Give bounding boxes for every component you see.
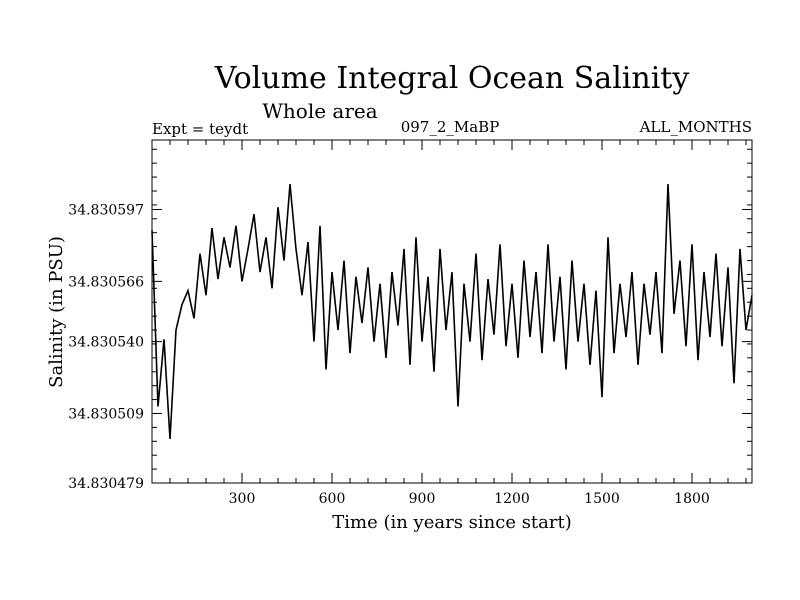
y-axis-label: Salinity (in PSU) bbox=[46, 236, 67, 388]
y-tick-label: 34.830509 bbox=[68, 406, 144, 422]
chart-title: Volume Integral Ocean Salinity bbox=[214, 61, 690, 96]
y-axis: 34.830479 34.830509 34.830540 34.830566 34.8… bbox=[68, 148, 752, 492]
plot-frame bbox=[151, 139, 753, 484]
y-tick-label: 34.830597 bbox=[68, 203, 144, 219]
x-tick-label: 1800 bbox=[674, 491, 710, 507]
salinity-series-line bbox=[151, 183, 753, 440]
x-tick-label: 600 bbox=[319, 491, 346, 507]
x-axis: 300 600 900 1200 1500 1800 bbox=[169, 140, 747, 507]
annotation-run: 097_2_MaBP bbox=[401, 118, 500, 136]
x-tick-label: 300 bbox=[229, 491, 256, 507]
annotation-expt: Expt = teydt bbox=[152, 120, 248, 138]
chart-subtitle: Whole area bbox=[262, 99, 377, 123]
y-tick-label: 34.830566 bbox=[68, 274, 144, 290]
x-tick-label: 900 bbox=[409, 491, 436, 507]
x-axis-label: Time (in years since start) bbox=[332, 512, 572, 533]
annotation-months: ALL_MONTHS bbox=[639, 118, 752, 136]
x-tick-label: 1500 bbox=[584, 491, 620, 507]
y-tick-label: 34.830540 bbox=[68, 335, 144, 351]
y-tick-label: 34.830479 bbox=[68, 476, 144, 492]
x-tick-label: 1200 bbox=[494, 491, 530, 507]
